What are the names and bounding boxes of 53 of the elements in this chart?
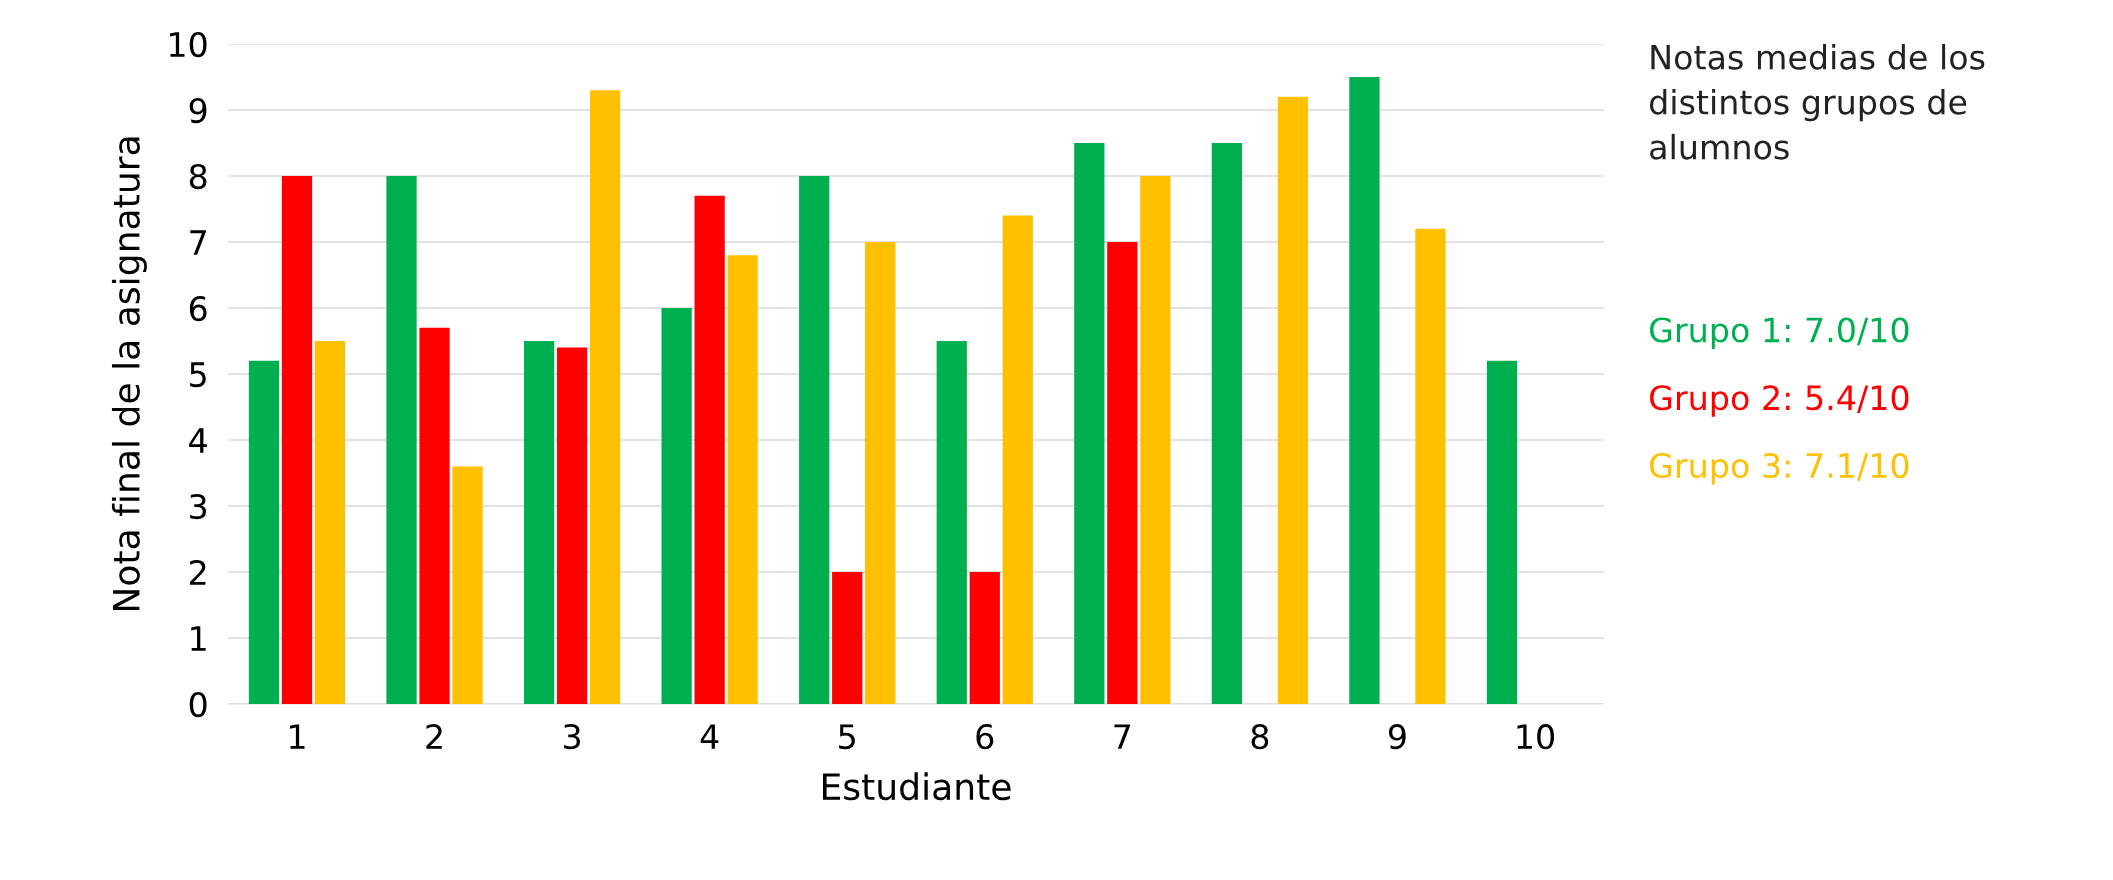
x-tick-label: 6 — [976, 724, 994, 750]
bar — [1486, 360, 1518, 704]
y-tick-label: 4 — [189, 428, 207, 453]
text: Grupo 3: 7.1/10 — [1650, 452, 1909, 485]
x-tick-label: 5 — [839, 724, 855, 750]
y-tick-label: 10 — [170, 31, 207, 58]
bar — [661, 308, 692, 704]
text: Grupo 1: 7.0/10 — [1650, 317, 1909, 350]
bar — [419, 327, 450, 704]
bar — [1349, 77, 1380, 704]
bar — [865, 242, 896, 704]
bar — [523, 341, 555, 704]
bar — [248, 360, 280, 704]
y-tick-label: 7 — [190, 230, 206, 255]
x-tick-label: 4 — [700, 724, 719, 749]
x-tick-label: 8 — [1251, 724, 1269, 750]
bar — [1415, 228, 1446, 704]
x-tick-label: 7 — [1114, 724, 1131, 749]
bar — [1002, 215, 1033, 704]
bar — [281, 176, 313, 704]
y-tick-label: 5 — [190, 362, 206, 388]
y-tick-label: 3 — [190, 493, 207, 520]
bar — [832, 572, 863, 704]
y-tick-label: 6 — [189, 295, 207, 322]
x-axis-title: Estudiante — [823, 772, 1011, 801]
y-tick-label: 2 — [189, 559, 206, 585]
bar — [694, 195, 725, 704]
x-tick-label: 3 — [564, 724, 581, 750]
y-tick-label: 8 — [189, 163, 207, 190]
x-tick-label: 1 — [290, 724, 305, 749]
y-tick-label: 1 — [191, 626, 206, 651]
x-tick-label: 9 — [1388, 724, 1406, 750]
text: Notas medias de los distintos grupos de alumnos — [1649, 44, 1985, 160]
bar — [969, 572, 1000, 704]
bar — [386, 176, 417, 704]
bar — [936, 341, 967, 704]
bar — [1074, 143, 1105, 704]
x-tick-label: 2 — [426, 724, 442, 749]
text: Grupo 2: 5.4/10 — [1650, 385, 1909, 417]
bar — [556, 347, 588, 704]
bar — [1211, 143, 1242, 704]
y-tick-label: 9 — [189, 97, 207, 124]
y-tick-label: 0 — [189, 691, 207, 718]
y-axis-title: Nota final de la asignatura — [111, 137, 147, 611]
bar — [314, 341, 346, 704]
bar — [1140, 176, 1171, 704]
bar — [1107, 242, 1138, 704]
x-tick-label: 10 — [1517, 724, 1554, 750]
bar — [452, 466, 483, 704]
bar — [799, 176, 830, 704]
bar — [1277, 96, 1309, 704]
bar — [727, 255, 758, 704]
bar — [589, 90, 621, 704]
